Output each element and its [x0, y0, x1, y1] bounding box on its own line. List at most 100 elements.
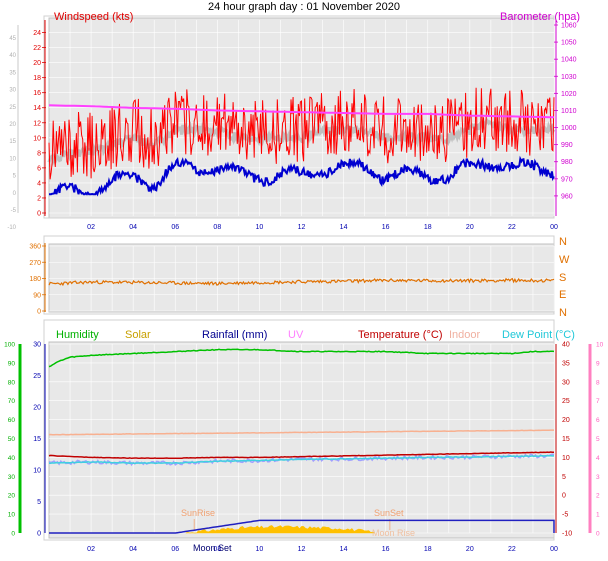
humidity-tick-label: 40	[8, 455, 16, 462]
legend-indoor: Indoor	[449, 329, 481, 341]
direction-tick-label: 90	[33, 292, 41, 299]
legend-dewpoint: Dew Point (°C)	[502, 329, 575, 341]
uv-tick-label: 10	[596, 342, 604, 349]
conditions-panel: 1009080706050403020100302520151050403530…	[4, 319, 604, 554]
wind-tick-label: 6	[37, 165, 41, 172]
panel3-ticks: 1009080706050403020100302520151050403530…	[4, 342, 603, 554]
temperature-tick-label: 10	[562, 455, 570, 462]
avg-band-line	[47, 117, 556, 167]
legend-solar: Solar	[125, 329, 151, 341]
humidity-tick-label: 60	[8, 417, 16, 424]
humidity-tick-label: 90	[8, 360, 16, 367]
page-title: 24 hour graph day : 01 November 2020	[207, 1, 401, 13]
humidity-tick-label: 50	[8, 436, 16, 443]
compass-label: S	[559, 272, 566, 284]
baro-tick-label: 960	[561, 193, 573, 200]
x-tick-label: 04	[129, 546, 137, 553]
temperature-line	[48, 451, 554, 460]
baro-tick-label: 1010	[561, 108, 577, 115]
direction-tick-label: 180	[29, 276, 41, 283]
moonrise-label: Moon Rise	[372, 528, 415, 538]
wind-tick-label: 16	[33, 90, 41, 97]
uv-tick-label: 4	[596, 455, 600, 462]
wind-tick-label: 20	[33, 60, 41, 67]
uv-tick-label: 0	[596, 531, 600, 538]
indoor-line	[48, 429, 554, 436]
uv-tick-label: 2	[596, 493, 600, 500]
x-tick-label: 16	[382, 224, 390, 231]
x-tick-label: 02	[87, 224, 95, 231]
humidity-tick-label: 80	[8, 379, 16, 386]
wind-tick-label: 8	[37, 150, 41, 157]
rainfall-line	[49, 519, 555, 534]
sunrise-label: SunRise	[181, 508, 215, 518]
x-tick-label: 16	[382, 546, 390, 553]
direction-tick-label: 0	[37, 309, 41, 316]
humidity-tick-label: 10	[8, 512, 16, 519]
humidity-tick-label: 30	[8, 474, 16, 481]
temperature-tick-label: 0	[562, 493, 566, 500]
x-tick-label: 22	[508, 546, 516, 553]
humidity-tick-label: 20	[8, 493, 16, 500]
x-tick-label: 02	[87, 546, 95, 553]
x-tick-label: 22	[508, 224, 516, 231]
baro-tick-label: 1040	[561, 57, 577, 64]
baro-tick-label: 1060	[561, 23, 577, 30]
baro-tick-label: 970	[561, 176, 573, 183]
secondary-tick-label: 15	[9, 139, 16, 145]
wind-baro-panel: 242220181614121086420454035302520151050-…	[7, 11, 580, 231]
wind-tick-label: 22	[33, 45, 41, 52]
humidity-tick-label: 70	[8, 398, 16, 405]
compass-label: N	[559, 236, 567, 248]
x-tick-label: 10	[256, 546, 264, 553]
temperature-tick-label: 40	[562, 342, 570, 349]
legend-humidity: Humidity	[56, 329, 99, 341]
humidity-tick-label: 0	[11, 531, 15, 538]
uv-tick-label: 7	[596, 398, 600, 405]
rain-tick-label: 30	[33, 342, 41, 349]
rain-tick-label: 5	[37, 499, 41, 506]
sunset-label: SunSet	[374, 508, 404, 518]
x-tick-label: 12	[298, 224, 306, 231]
compass-label: W	[559, 254, 570, 266]
x-tick-label: 14	[340, 224, 348, 231]
wind-avg-line	[49, 155, 555, 197]
panel1-series	[47, 87, 556, 197]
humidity-line	[48, 348, 555, 368]
x-tick-label: 10	[256, 224, 264, 231]
panel3-series	[48, 348, 555, 534]
wind-tick-label: 2	[37, 195, 41, 202]
secondary-tick-label: 30	[9, 88, 16, 94]
wind-tick-label: 0	[37, 211, 41, 218]
secondary-tick-label: 0	[13, 191, 17, 197]
compass-label: E	[559, 289, 566, 301]
secondary-tick-label: 40	[9, 53, 16, 59]
secondary-tick-label: 20	[9, 122, 16, 128]
uv-tick-label: 5	[596, 436, 600, 443]
barometer-line	[48, 104, 555, 119]
humidity-tick-label: 100	[4, 342, 15, 349]
baro-tick-label: 980	[561, 159, 573, 166]
baro-tick-label: 1050	[561, 40, 577, 47]
rain-tick-label: 10	[33, 468, 41, 475]
x-tick-label: 08	[213, 224, 221, 231]
panel3-legend: Humidity Solar Rainfall (mm) UV Temperat…	[56, 329, 575, 341]
baro-tick-label: 1030	[561, 74, 577, 81]
rain-tick-label: 25	[33, 373, 41, 380]
x-tick-label: 06	[171, 224, 179, 231]
x-tick-label: 18	[424, 224, 432, 231]
temperature-tick-label: 35	[562, 360, 570, 367]
x-tick-label: 00	[550, 224, 558, 231]
secondary-tick-label: 10	[9, 156, 16, 162]
legend-uv: UV	[288, 329, 304, 341]
x-tick-label: 18	[424, 546, 432, 553]
wind-tick-label: 24	[33, 30, 41, 37]
panel1-ticks: 242220181614121086420454035302520151050-…	[7, 20, 577, 231]
legend-temperature: Temperature (°C)	[358, 329, 442, 341]
panel2-grid	[49, 245, 555, 312]
x-tick-label: 14	[340, 546, 348, 553]
x-tick-label: 08	[213, 546, 221, 553]
wind-tick-label: 14	[33, 105, 41, 112]
